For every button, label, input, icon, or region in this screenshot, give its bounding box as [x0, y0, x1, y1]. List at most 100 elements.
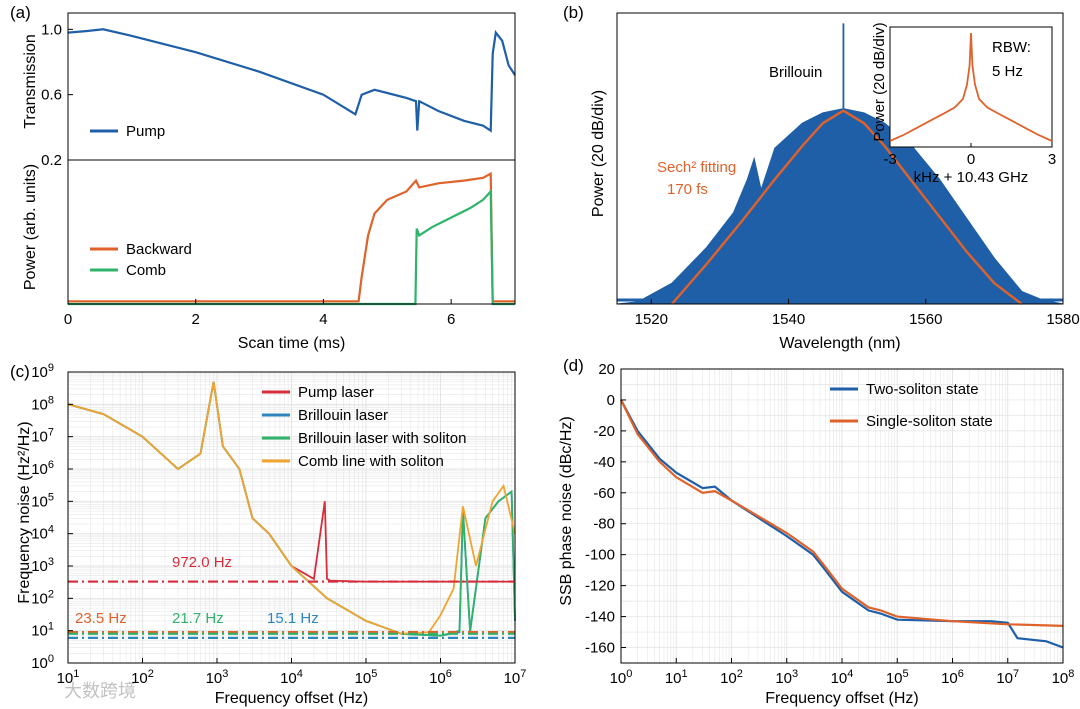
x-tick-label: 103	[206, 668, 229, 687]
reference-label: 21.7 Hz	[172, 610, 224, 627]
x-axis-label: Frequency offset (Hz)	[765, 690, 919, 707]
panel-label: (a)	[10, 3, 31, 22]
series-line-pump	[67, 28, 516, 133]
x-tick-label: 106	[429, 668, 452, 687]
y-tick-label: 103	[31, 556, 54, 575]
reference-label: 15.1 Hz	[267, 610, 319, 627]
y-tick-label: 0.6	[41, 87, 62, 104]
y-tick-label: 106	[31, 459, 54, 478]
y-tick-label: -60	[593, 485, 615, 502]
x-tick-label: 0	[64, 311, 72, 328]
legend-backward-label: Backward	[126, 241, 192, 258]
x-tick-label: 101	[57, 668, 80, 687]
x-tick-label: 104	[831, 668, 854, 687]
x-tick-label: 102	[131, 668, 154, 687]
sech-fit-line	[670, 109, 1023, 305]
legend-item-label: Brillouin laser	[298, 407, 388, 424]
y-tick-label: 20	[598, 361, 615, 378]
spectrum-area	[616, 108, 1064, 305]
series-line-backward	[68, 171, 515, 303]
panel-b-chart: 1520 1540 1560 1580 Wavelength (nm) Power (20…	[563, 3, 1080, 352]
series-line-comb	[68, 188, 515, 306]
panel-label: (b)	[563, 3, 584, 22]
inset-x-tick-label: 3	[1048, 151, 1056, 168]
x-tick-label: 1560	[909, 311, 942, 328]
y-tick-label: 100	[31, 653, 54, 672]
fit-annotation: Sech² fitting	[657, 159, 736, 176]
brillouin-annotation: Brillouin	[769, 64, 822, 81]
y-tick-label: 0.2	[41, 152, 62, 169]
panel-c-chart: 101 102 103 104 105 106 1071001011021031041051…	[10, 362, 526, 707]
x-tick-label: 103	[775, 668, 798, 687]
legend-item-label: Two-soliton state	[866, 381, 979, 398]
legend-item-label: Single-soliton state	[866, 413, 993, 430]
series-line-single-soliton-state	[620, 399, 1064, 627]
x-axis-label: Frequency offset (Hz)	[215, 690, 369, 707]
reference-label: 972.0 Hz	[172, 554, 232, 571]
y-tick-label: 101	[31, 621, 54, 640]
x-tick-label: 107	[504, 668, 527, 687]
y-axis-label: Transmission	[22, 34, 39, 129]
y-tick-label: -40	[593, 454, 615, 471]
x-tick-label: 101	[665, 668, 688, 687]
y-tick-label: 108	[31, 394, 54, 413]
plot-frame	[67, 159, 516, 305]
y-tick-label: -160	[585, 640, 615, 657]
x-axis-label: Scan time (ms)	[238, 335, 346, 352]
y-tick-label: 102	[31, 588, 54, 607]
y-tick-label: 107	[31, 427, 54, 446]
x-tick-label: 105	[886, 668, 909, 687]
x-tick-label: 100	[610, 668, 633, 687]
legend-comb-label: Comb	[126, 262, 166, 279]
inset-x-axis-label: kHz + 10.43 GHz	[914, 169, 1029, 186]
panel-d-chart: 100 101 102 103 104 105 106 107 108 20 0 -20 -40 -60 -…	[558, 356, 1074, 707]
y-axis-label: Power (arb. units)	[22, 164, 39, 290]
x-tick-label: 102	[720, 668, 743, 687]
legend-item-label: Comb line with soliton	[298, 453, 444, 470]
y-tick-label: 109	[31, 362, 54, 381]
plot-frame	[616, 12, 1064, 305]
panel-label: (d)	[563, 356, 584, 375]
inset-y-axis-label: Power (20 dB/div)	[871, 22, 888, 141]
x-tick-label: 1520	[635, 311, 668, 328]
legend-item-label: Pump laser	[298, 384, 374, 401]
x-tick-label: 107	[996, 668, 1019, 687]
panel-label: (c)	[10, 362, 30, 381]
y-tick-label: -140	[585, 609, 615, 626]
x-tick-label: 108	[1052, 668, 1075, 687]
x-tick-label: 1580	[1046, 311, 1079, 328]
panel-a-bottom-chart: 0 2 4 6 Scan time (ms) Power (arb. units) Back…	[22, 159, 516, 352]
y-tick-label: -20	[593, 423, 615, 440]
reference-label: 23.5 Hz	[75, 610, 127, 627]
y-tick-label: 0	[607, 392, 615, 409]
rbw-value: 5 Hz	[992, 63, 1023, 80]
inset-series-line	[889, 32, 1053, 142]
x-tick-label: 1540	[772, 311, 805, 328]
legend-item-label: Brillouin laser with soliton	[298, 430, 466, 447]
y-axis-label: Power (20 dB/div)	[590, 90, 607, 217]
panel-b-inset-chart: -3 0 3 kHz + 10.43 GHz Power (20 dB/div) RBW:…	[871, 22, 1056, 186]
y-tick-label: -80	[593, 516, 615, 533]
x-tick-label: 105	[355, 668, 378, 687]
watermark: 大数跨境	[64, 681, 136, 701]
x-tick-label: 4	[319, 311, 327, 328]
legend-pump-label: Pump	[126, 123, 165, 140]
y-tick-label: 1.0	[41, 21, 62, 38]
rbw-label: RBW:	[992, 39, 1031, 56]
y-tick-label: -120	[585, 578, 615, 595]
x-tick-label: 104	[280, 668, 303, 687]
inset-x-tick-label: 0	[967, 151, 975, 168]
y-tick-label: -100	[585, 547, 615, 564]
fit-duration: 170 fs	[667, 181, 708, 198]
y-axis-label: Frequency noise (Hz²/Hz)	[16, 421, 33, 603]
x-axis-label: Wavelength (nm)	[779, 335, 900, 352]
y-axis-label: SSB phase noise (dBc/Hz)	[558, 416, 575, 605]
x-tick-label: 2	[192, 311, 200, 328]
inset-x-tick-label: -3	[883, 151, 896, 168]
y-tick-label: 105	[31, 491, 54, 510]
series-line-two-soliton-state	[620, 399, 1064, 649]
x-tick-label: 6	[447, 311, 455, 328]
y-tick-label: 104	[31, 524, 54, 543]
